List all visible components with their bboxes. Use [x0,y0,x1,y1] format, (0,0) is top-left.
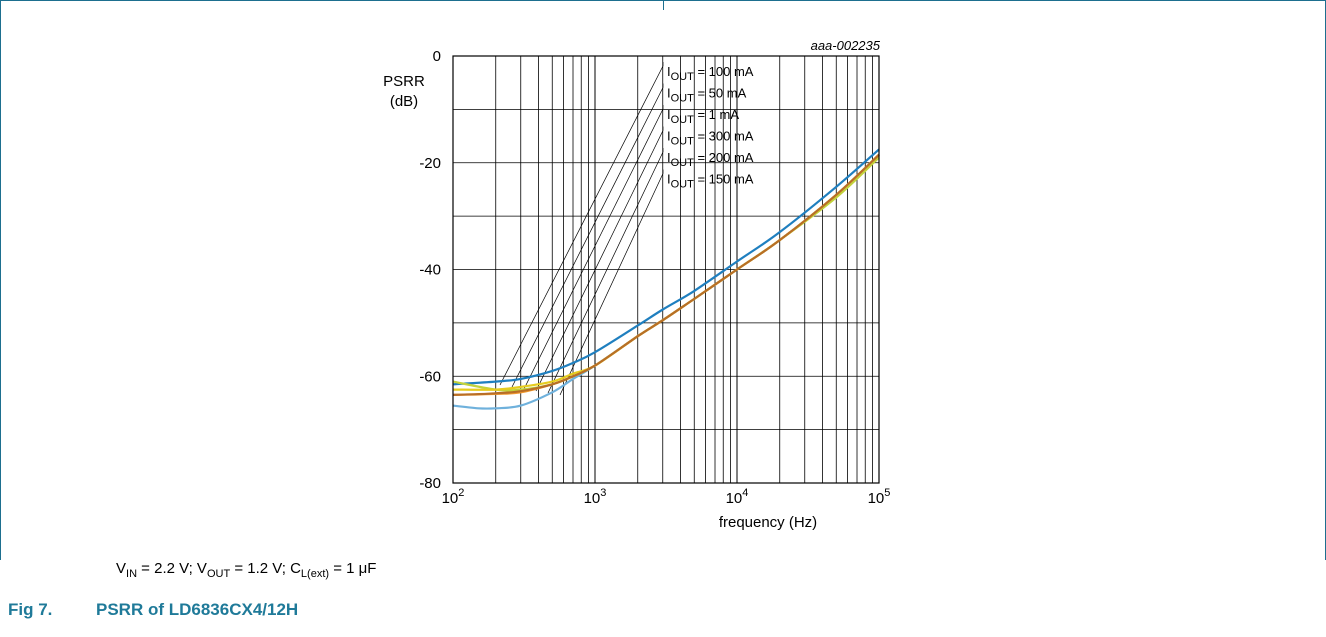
y-axis-label: (dB) [390,93,418,110]
axis-labels: IOUT = 100 mA IOUT = 50 mA IOUT = 1 mA IOUT… [383,48,890,531]
legend-leader-line [523,108,664,390]
x-tick-label: 105 [868,487,891,507]
x-axis-label: frequency (Hz) [719,514,817,531]
legend-leader-line [559,173,664,396]
legend-leader-line [535,130,664,392]
page-frame-divider [663,0,664,10]
x-tick-label: 103 [584,487,607,507]
y-tick-label: -20 [419,155,441,172]
legend-label: IOUT = 300 mA [667,129,754,148]
legend-leader-line [499,65,664,386]
legend-label: IOUT = 1 mA [667,107,739,126]
page-frame-left [0,0,1,560]
legend-leader-lines [499,62,664,396]
series-line-3 [452,153,880,396]
figure-title: PSRR of LD6836CX4/12H [96,600,299,619]
y-tick-label: -60 [419,368,441,385]
vin-value: = 2.2 V; [137,560,197,577]
y-axis-label: PSRR [383,73,425,90]
y-tick-label: 0 [433,48,441,65]
psrr-chart: IOUT = 100 mA IOUT = 50 mA IOUT = 1 mA IOUT… [383,38,890,531]
legend-label: IOUT = 50 mA [667,86,747,105]
figure-caption: Fig 7. PSRR of LD6836CX4/12H [8,600,298,620]
legend-leader-line [547,151,664,394]
x-tick-label: 104 [726,487,749,507]
vin-symbol: V [116,560,127,577]
figure-number: Fig 7. [8,600,53,619]
cl-value: = 1 μF [329,560,377,577]
series-line-6 [452,153,880,396]
cl-symbol: C [290,560,301,577]
series-line-1 [452,148,880,386]
legend-label: IOUT = 150 mA [667,172,754,191]
legend-label: IOUT = 100 mA [667,64,754,83]
legend-leader-line [511,87,664,388]
vout-symbol: V [196,560,207,577]
legend-label: IOUT = 200 mA [667,150,754,169]
cl-subscript: L(ext) [300,568,330,580]
vin-subscript: IN [126,568,138,580]
y-tick-label: -40 [419,262,441,279]
test-conditions: VIN = 2.2 V; VOUT = 1.2 V; CL(ext) = 1 μ… [116,560,376,580]
x-tick-label: 102 [442,487,465,507]
grid-lines [453,56,879,483]
series-line-5 [452,153,880,391]
vout-subscript: OUT [206,568,231,580]
series-line-2 [452,153,880,410]
y-tick-label: -80 [419,475,441,492]
series-lines [452,148,880,410]
vout-value: = 1.2 V; [230,560,291,577]
plot-frame [452,55,880,484]
series-line-4 [452,156,880,392]
figure-id-label: aaa-002235 [811,38,881,53]
